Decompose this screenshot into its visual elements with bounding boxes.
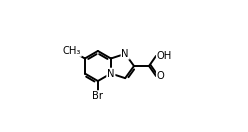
Text: O: O	[157, 71, 164, 81]
Text: CH₃: CH₃	[63, 46, 81, 56]
Text: Br: Br	[92, 91, 103, 101]
Text: N: N	[122, 49, 129, 59]
Text: N: N	[107, 69, 115, 79]
Text: OH: OH	[157, 51, 172, 61]
